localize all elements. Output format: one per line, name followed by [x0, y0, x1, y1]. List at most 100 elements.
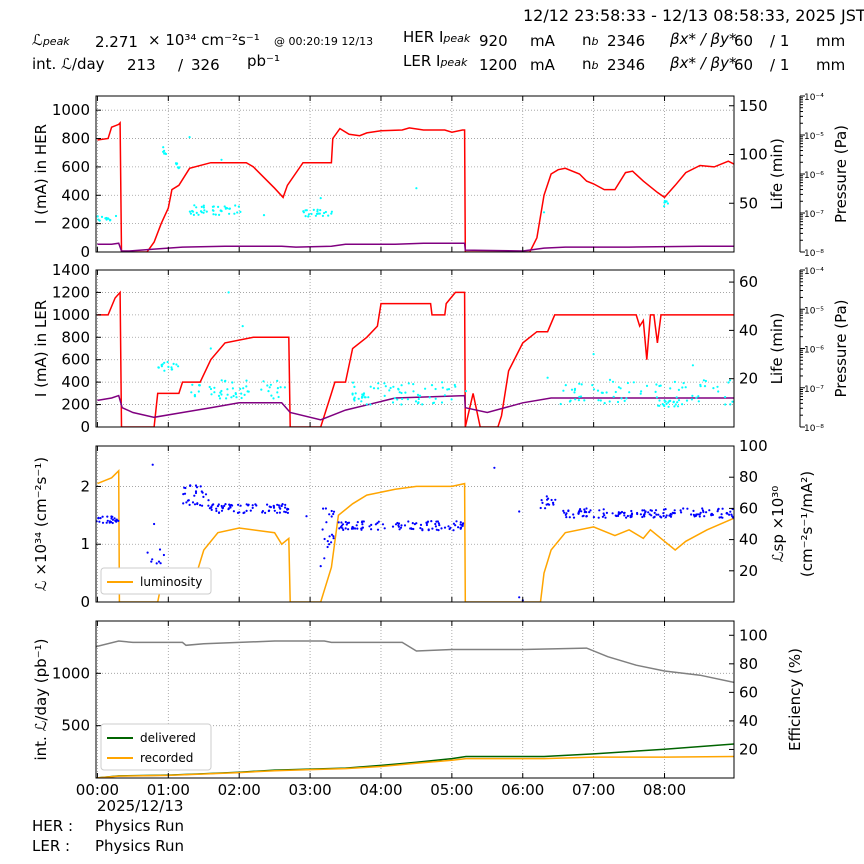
data-point-pressure	[592, 388, 596, 391]
data-point-specific	[455, 520, 458, 523]
data-point-pressure	[697, 395, 700, 398]
data-point-specific	[662, 511, 665, 515]
pressure-axis-label: Pressure (Pa)	[832, 299, 850, 397]
data-point-pressure	[384, 385, 387, 388]
data-point-specific	[437, 522, 440, 525]
data-point-pressure	[559, 402, 562, 406]
data-point-specific	[328, 535, 331, 538]
data-point-pressure	[304, 215, 307, 218]
data-point-specific	[564, 513, 567, 517]
data-point-specific	[330, 533, 334, 536]
data-point-specific	[377, 520, 380, 523]
data-point-specific	[597, 516, 600, 519]
data-point-pressure	[220, 389, 223, 393]
data-point-pressure	[727, 381, 730, 384]
data-point-specific	[99, 517, 102, 520]
x-tick-label: 02:00	[218, 781, 261, 799]
data-point-pressure	[175, 363, 178, 366]
data-point-specific	[286, 507, 289, 510]
data-point-specific	[337, 521, 340, 524]
data-point-pressure	[277, 395, 280, 399]
data-point-pressure	[453, 383, 456, 387]
data-point-pressure	[369, 385, 372, 388]
data-point-pressure	[172, 362, 175, 365]
data-point-pressure	[170, 366, 173, 369]
data-point-specific	[673, 511, 676, 515]
data-point-pressure	[166, 360, 169, 364]
panel-frame-2	[95, 445, 735, 603]
data-point-pressure	[171, 368, 174, 371]
data-point-specific	[660, 516, 663, 519]
data-point-specific	[266, 503, 269, 506]
data-point-specific	[261, 510, 264, 513]
data-point-pressure	[202, 204, 205, 207]
data-point-pressure	[237, 205, 240, 208]
series-line-life	[97, 242, 734, 252]
data-point-specific	[598, 509, 601, 512]
data-point-specific	[462, 522, 465, 525]
data-point-specific	[370, 528, 373, 531]
data-point-pressure	[324, 210, 327, 214]
data-point-specific	[440, 527, 443, 530]
data-point-pressure	[664, 200, 667, 203]
y-tick-label: 800	[61, 328, 90, 346]
data-point-specific	[454, 524, 457, 527]
data-point-pressure	[392, 385, 395, 388]
data-point-specific	[319, 565, 322, 568]
y2-axis-label: ℒsp ×10³⁰	[769, 486, 787, 563]
data-point-pressure	[279, 386, 282, 389]
panel-frame-1	[95, 269, 735, 428]
data-point-specific	[589, 509, 592, 512]
data-point-pressure	[669, 399, 672, 402]
ler-ipeak-label: LER Ipeak	[403, 52, 468, 70]
data-point-pressure	[724, 403, 727, 406]
data-point-specific	[279, 507, 282, 510]
data-point-specific	[694, 514, 697, 517]
data-point-specific	[204, 493, 208, 496]
data-point-specific	[669, 515, 673, 518]
data-point-specific	[626, 514, 630, 518]
data-point-pressure	[391, 401, 395, 404]
data-point-pressure	[729, 403, 732, 406]
data-point-specific	[341, 527, 344, 530]
data-point-pressure	[603, 402, 606, 405]
data-point-specific	[332, 512, 335, 516]
data-point-pressure	[220, 393, 223, 396]
data-point-specific	[210, 505, 213, 508]
data-point-specific	[323, 557, 326, 560]
x-tick-label: 05:00	[430, 781, 473, 799]
data-point-specific	[221, 506, 225, 509]
data-point-pressure	[600, 391, 603, 394]
data-point-specific	[106, 515, 109, 518]
footer-ler-label: LER :	[32, 837, 71, 855]
data-point-pressure	[616, 400, 620, 404]
data-point-pressure	[351, 381, 355, 384]
data-point-specific	[284, 506, 287, 509]
data-point-pressure	[434, 397, 437, 400]
data-point-pressure	[209, 387, 213, 391]
data-point-specific	[344, 520, 347, 524]
data-point-pressure	[190, 391, 193, 394]
data-point-specific	[330, 515, 333, 518]
data-point-pressure	[388, 389, 391, 392]
data-point-pressure	[242, 387, 245, 390]
data-point-specific	[98, 520, 101, 523]
data-point-specific	[720, 513, 723, 516]
data-point-specific	[153, 522, 156, 526]
data-point-pressure	[200, 205, 203, 208]
data-point-pressure	[106, 217, 109, 220]
data-point-specific	[617, 513, 620, 516]
data-point-pressure	[330, 210, 333, 213]
data-point-specific	[544, 507, 547, 510]
data-point-specific	[340, 521, 343, 524]
data-point-specific	[342, 528, 345, 532]
data-point-pressure	[697, 400, 700, 403]
data-point-specific	[605, 511, 609, 514]
data-point-specific	[276, 511, 279, 514]
data-point-specific	[397, 522, 401, 525]
data-point-pressure	[163, 152, 166, 155]
y2-tick-label: 40	[739, 321, 758, 339]
data-point-specific	[412, 527, 415, 531]
data-point-specific	[328, 513, 331, 516]
data-point-pressure	[176, 162, 179, 165]
